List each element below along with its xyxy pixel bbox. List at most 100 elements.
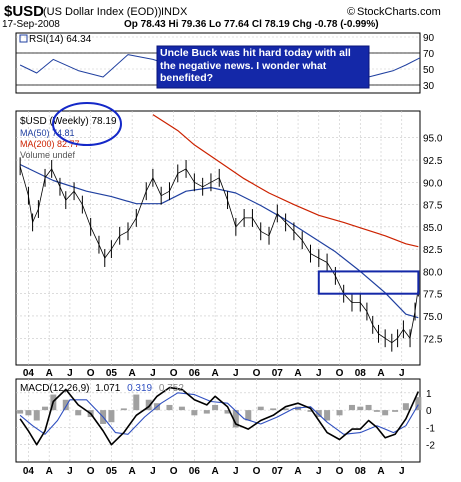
macd-legend-macd: 1.071 [95,383,120,394]
x-tick-label: A [129,466,136,477]
price-line [19,166,419,344]
x-tick-label: O [170,466,178,477]
macd-histogram-bar [365,404,372,411]
x-tick-label: 08 [355,368,367,379]
rsi-tick-label: 70 [423,49,435,60]
macd-histogram-bar [178,406,185,411]
rsi-legend: RSI(14) 64.34 [29,34,92,45]
x-tick-label: O [253,466,261,477]
price-tick-label: 90.0 [423,178,443,189]
annotation-box [156,45,370,89]
price-tick-label: 95.0 [423,134,443,145]
macd-histogram-bar [17,410,24,414]
price-tick-label: 72.5 [423,334,443,345]
brand-name: StockCharts.com [357,6,441,18]
x-tick-label: O [87,466,95,477]
price-legend-ma50: MA(50) 74.81 [20,128,75,138]
macd-series [17,386,422,446]
price-tick-label: 82.5 [423,245,443,256]
brand-copyright: © [347,6,355,18]
header-symbol: $USD [4,3,44,20]
x-tick-label: J [399,368,405,379]
header-name: (US Dollar Index (EOD)) [43,6,162,18]
x-tick-label: A [211,368,218,379]
x-tick-label: J [233,466,239,477]
x-tick-label: J [233,368,239,379]
x-tick-label: A [294,368,301,379]
macd-legend-label: MACD(12,26,9) [20,383,89,394]
x-tick-label: O [253,368,261,379]
macd-histogram-bar [245,410,252,421]
price-tick-label: 87.5 [423,201,443,212]
macd-histogram-bar [382,410,389,416]
breakout-highlight-box [317,270,420,295]
x-tick-label: 07 [272,368,284,379]
x-tick-label: J [316,466,322,477]
x-tick-label: O [170,368,178,379]
macd-histogram-bar [133,394,140,411]
price-tick-label: 77.5 [423,290,443,301]
annotation-text-wrapper: Uncle Buck was hit hard today with all t… [160,47,351,84]
macd-legend-histogram: 0.752 [159,383,184,394]
x-tick-label: 07 [272,466,284,477]
header-quote: Op 78.43 Hi 79.36 Lo 77.64 Cl 78.19 Chg … [124,19,379,30]
rsi-legend-swatch [19,34,28,43]
macd-histogram-bar [42,406,49,411]
macd-histogram-bar [232,410,239,428]
macd-histogram-bar [373,410,380,412]
macd-legend: MACD(12,26,9) 1.071 0.319 0.752 [20,383,184,394]
annotation-text: Uncle Buck was hit hard today with all t… [160,47,351,84]
x-tick-label: J [67,466,73,477]
macd-histogram-bar [33,410,40,421]
macd-histogram-bar [145,399,152,411]
x-tick-label: A [129,368,136,379]
macd-histogram-bar [166,404,173,411]
rsi-tick-label: 50 [423,65,435,76]
macd-histogram-bar [257,406,264,411]
price-x-axis: 04 A J O 05 A J O 06 A J O 07 A J O 08 A J [23,368,405,379]
x-tick-label: O [87,368,95,379]
x-tick-label: A [377,368,384,379]
macd-histogram-bar [348,404,355,411]
macd-tick-label: -1 [426,423,435,434]
macd-histogram-bar [120,408,127,411]
macd-histogram-bar [315,410,322,418]
x-tick-label: 04 [23,368,35,379]
macd-histogram-bar [357,406,364,411]
macd-line [19,386,420,446]
macd-tick-label: 1 [426,389,432,400]
legend-annotation-circle [52,102,122,146]
price-tick-label: 75.0 [423,312,443,323]
x-tick-label: A [46,466,53,477]
x-tick-label: 06 [189,368,201,379]
macd-histogram-bar [108,410,115,423]
macd-histogram-bar [62,399,69,411]
x-tick-label: J [150,368,156,379]
x-tick-label: O [336,368,344,379]
macd-histogram-bar [75,410,82,416]
macd-histogram-bar [25,410,32,416]
price-series [19,114,420,352]
x-tick-label: 04 [23,466,35,477]
macd-histogram-bar [336,410,343,416]
x-tick-label: 08 [355,466,367,477]
macd-histogram-bar [324,410,331,421]
x-tick-label: A [294,466,301,477]
macd-histogram-bar [307,410,314,412]
macd-histogram-bar [392,410,399,412]
header-date: 17-Sep-2008 [2,19,60,30]
x-tick-label: A [46,368,53,379]
macd-histogram-bar [415,397,422,411]
price-legend-ma200: MA(200) 82.77 [20,139,80,149]
header-exchange: INDX [161,6,188,18]
macd-histogram-bar [270,408,277,411]
macd-tick-label: 0 [426,406,432,417]
rsi-tick-label: 90 [423,33,435,44]
x-tick-label: J [150,466,156,477]
x-tick-label: J [67,368,73,379]
macd-histogram-bar [282,408,289,411]
ma50-line [19,163,419,319]
macd-histogram-bar [191,410,198,416]
x-tick-label: 05 [106,466,118,477]
macd-histogram-bar [203,410,210,414]
